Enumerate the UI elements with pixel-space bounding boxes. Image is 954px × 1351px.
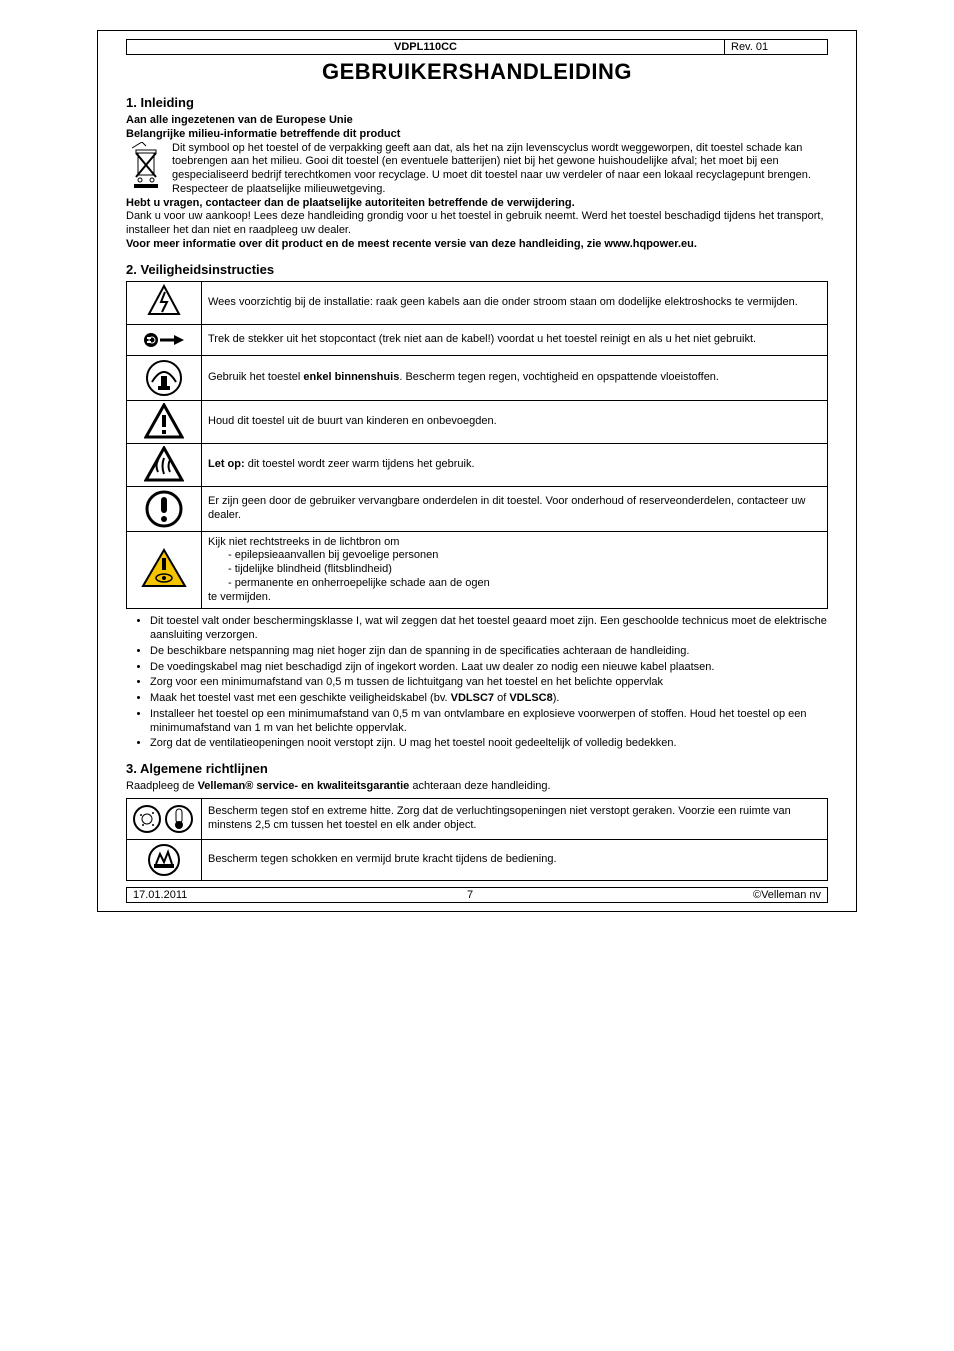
unplug-icon (127, 324, 202, 355)
bullet-item: De voedingskabel mag niet beschadigd zij… (150, 661, 828, 675)
safety-sublist: epilepsieaanvallen bij gevoelige persone… (208, 549, 821, 590)
safety-text: Gebruik het toestel enkel binnenshuis. B… (202, 355, 828, 400)
section-3-heading: 3. Algemene richtlijnen (126, 761, 828, 776)
eye-hazard-icon (127, 531, 202, 609)
page-title: GEBRUIKERSHANDLEIDING (126, 59, 828, 85)
more-info-paragraph: Voor meer informatie over dit product en… (126, 238, 828, 252)
footer-copyright: ©Velleman nv (747, 888, 827, 902)
hot-surface-icon (127, 443, 202, 486)
no-user-service-icon (127, 486, 202, 531)
section-3-intro: Raadpleeg de Velleman® service- en kwali… (126, 780, 828, 794)
weee-block: Dit symbool op het toestel of de verpakk… (126, 142, 828, 197)
section-1-heading: 1. Inleiding (126, 95, 828, 110)
env-info-heading: Belangrijke milieu-informatie betreffend… (126, 128, 828, 142)
shock-hand-icon (127, 839, 202, 880)
safety-sublist-item: tijdelijke blindheid (flitsblindheid) (228, 563, 821, 577)
weee-bin-icon (126, 142, 166, 190)
bullet-item: Maak het toestel vast met een geschikte … (150, 692, 828, 706)
bullet-item: De beschikbare netspanning mag niet hoge… (150, 645, 828, 659)
safety-text: Houd dit toestel uit de buurt van kinder… (202, 400, 828, 443)
section-2-heading: 2. Veiligheidsinstructies (126, 262, 828, 277)
safety-sublist-item: epilepsieaanvallen bij gevoelige persone… (228, 549, 821, 563)
safety-text-bold: enkel binnenshuis (303, 371, 399, 383)
safety-text: Let op: dit toestel wordt zeer warm tijd… (202, 443, 828, 486)
intro-text-bold: Velleman® service- en kwaliteitsgarantie (198, 780, 410, 792)
revision-label: Rev. 01 (725, 40, 827, 54)
intro-text-part: Raadpleeg de (126, 780, 198, 792)
safety-text-part: dit toestel wordt zeer warm tijdens het … (245, 458, 475, 470)
safety-bullets: Dit toestel valt onder beschermingsklass… (126, 615, 828, 751)
model-number: VDPL110CC (127, 40, 725, 54)
safety-row: Wees voorzichtig bij de installatie: raa… (127, 281, 828, 324)
safety-row: Er zijn geen door de gebruiker vervangba… (127, 486, 828, 531)
safety-text-bold: Let op: (208, 458, 245, 470)
bullet-item: Zorg voor een minimumafstand van 0,5 m t… (150, 676, 828, 690)
electric-shock-icon (127, 281, 202, 324)
safety-text-part: . Bescherm tegen regen, vochtigheid en o… (399, 371, 719, 383)
safety-text: Kijk niet rechtstreeks in de lichtbron o… (202, 531, 828, 609)
safety-table: Wees voorzichtig bij de installatie: raa… (126, 281, 828, 610)
footer-date: 17.01.2011 (127, 888, 193, 902)
thanks-paragraph: Dank u voor uw aankoop! Lees deze handle… (126, 210, 828, 238)
safety-row: Gebruik het toestel enkel binnenshuis. B… (127, 355, 828, 400)
safety-text: Wees voorzichtig bij de installatie: raa… (202, 281, 828, 324)
intro-text-part: achteraan deze handleiding. (409, 780, 550, 792)
bullet-item: Installeer het toestel op een minimumafs… (150, 708, 828, 736)
disposal-questions: Hebt u vragen, contacteer dan de plaatse… (126, 197, 828, 211)
section-1-body: Aan alle ingezetenen van de Europese Uni… (126, 114, 828, 252)
guideline-row: Bescherm tegen schokken en vermijd brute… (127, 839, 828, 880)
safety-row: Kijk niet rechtstreeks in de lichtbron o… (127, 531, 828, 609)
heat-dust-icon (127, 798, 202, 839)
guideline-text: Bescherm tegen schokken en vermijd brute… (202, 839, 828, 880)
safety-text: Trek de stekker uit het stopcontact (tre… (202, 324, 828, 355)
safety-lead: Kijk niet rechtstreeks in de lichtbron o… (208, 536, 821, 550)
indoor-use-icon (127, 355, 202, 400)
guideline-row: Bescherm tegen stof en extreme hitte. Zo… (127, 798, 828, 839)
safety-text-part: Gebruik het toestel (208, 371, 303, 383)
safety-sublist-item: permanente en onherroepelijke schade aan… (228, 577, 821, 591)
bullet-item: Zorg dat de ventilatieopeningen nooit ve… (150, 737, 828, 751)
guideline-text: Bescherm tegen stof en extreme hitte. Zo… (202, 798, 828, 839)
guidelines-table: Bescherm tegen stof en extreme hitte. Zo… (126, 798, 828, 881)
warning-icon (127, 400, 202, 443)
footer-page-number: 7 (193, 888, 747, 902)
header-bar: VDPL110CC Rev. 01 (126, 39, 828, 55)
bullet-item: Dit toestel valt onder beschermingsklass… (150, 615, 828, 643)
weee-text: Dit symbool op het toestel of de verpakk… (172, 142, 828, 197)
safety-row: Trek de stekker uit het stopcontact (tre… (127, 324, 828, 355)
eu-residents-heading: Aan alle ingezetenen van de Europese Uni… (126, 114, 828, 128)
safety-row: Let op: dit toestel wordt zeer warm tijd… (127, 443, 828, 486)
document-page: VDPL110CC Rev. 01 GEBRUIKERSHANDLEIDING … (97, 30, 857, 912)
safety-tail: te vermijden. (208, 591, 821, 605)
footer-bar: 17.01.2011 7 ©Velleman nv (126, 887, 828, 903)
safety-row: Houd dit toestel uit de buurt van kinder… (127, 400, 828, 443)
safety-text: Er zijn geen door de gebruiker vervangba… (202, 486, 828, 531)
